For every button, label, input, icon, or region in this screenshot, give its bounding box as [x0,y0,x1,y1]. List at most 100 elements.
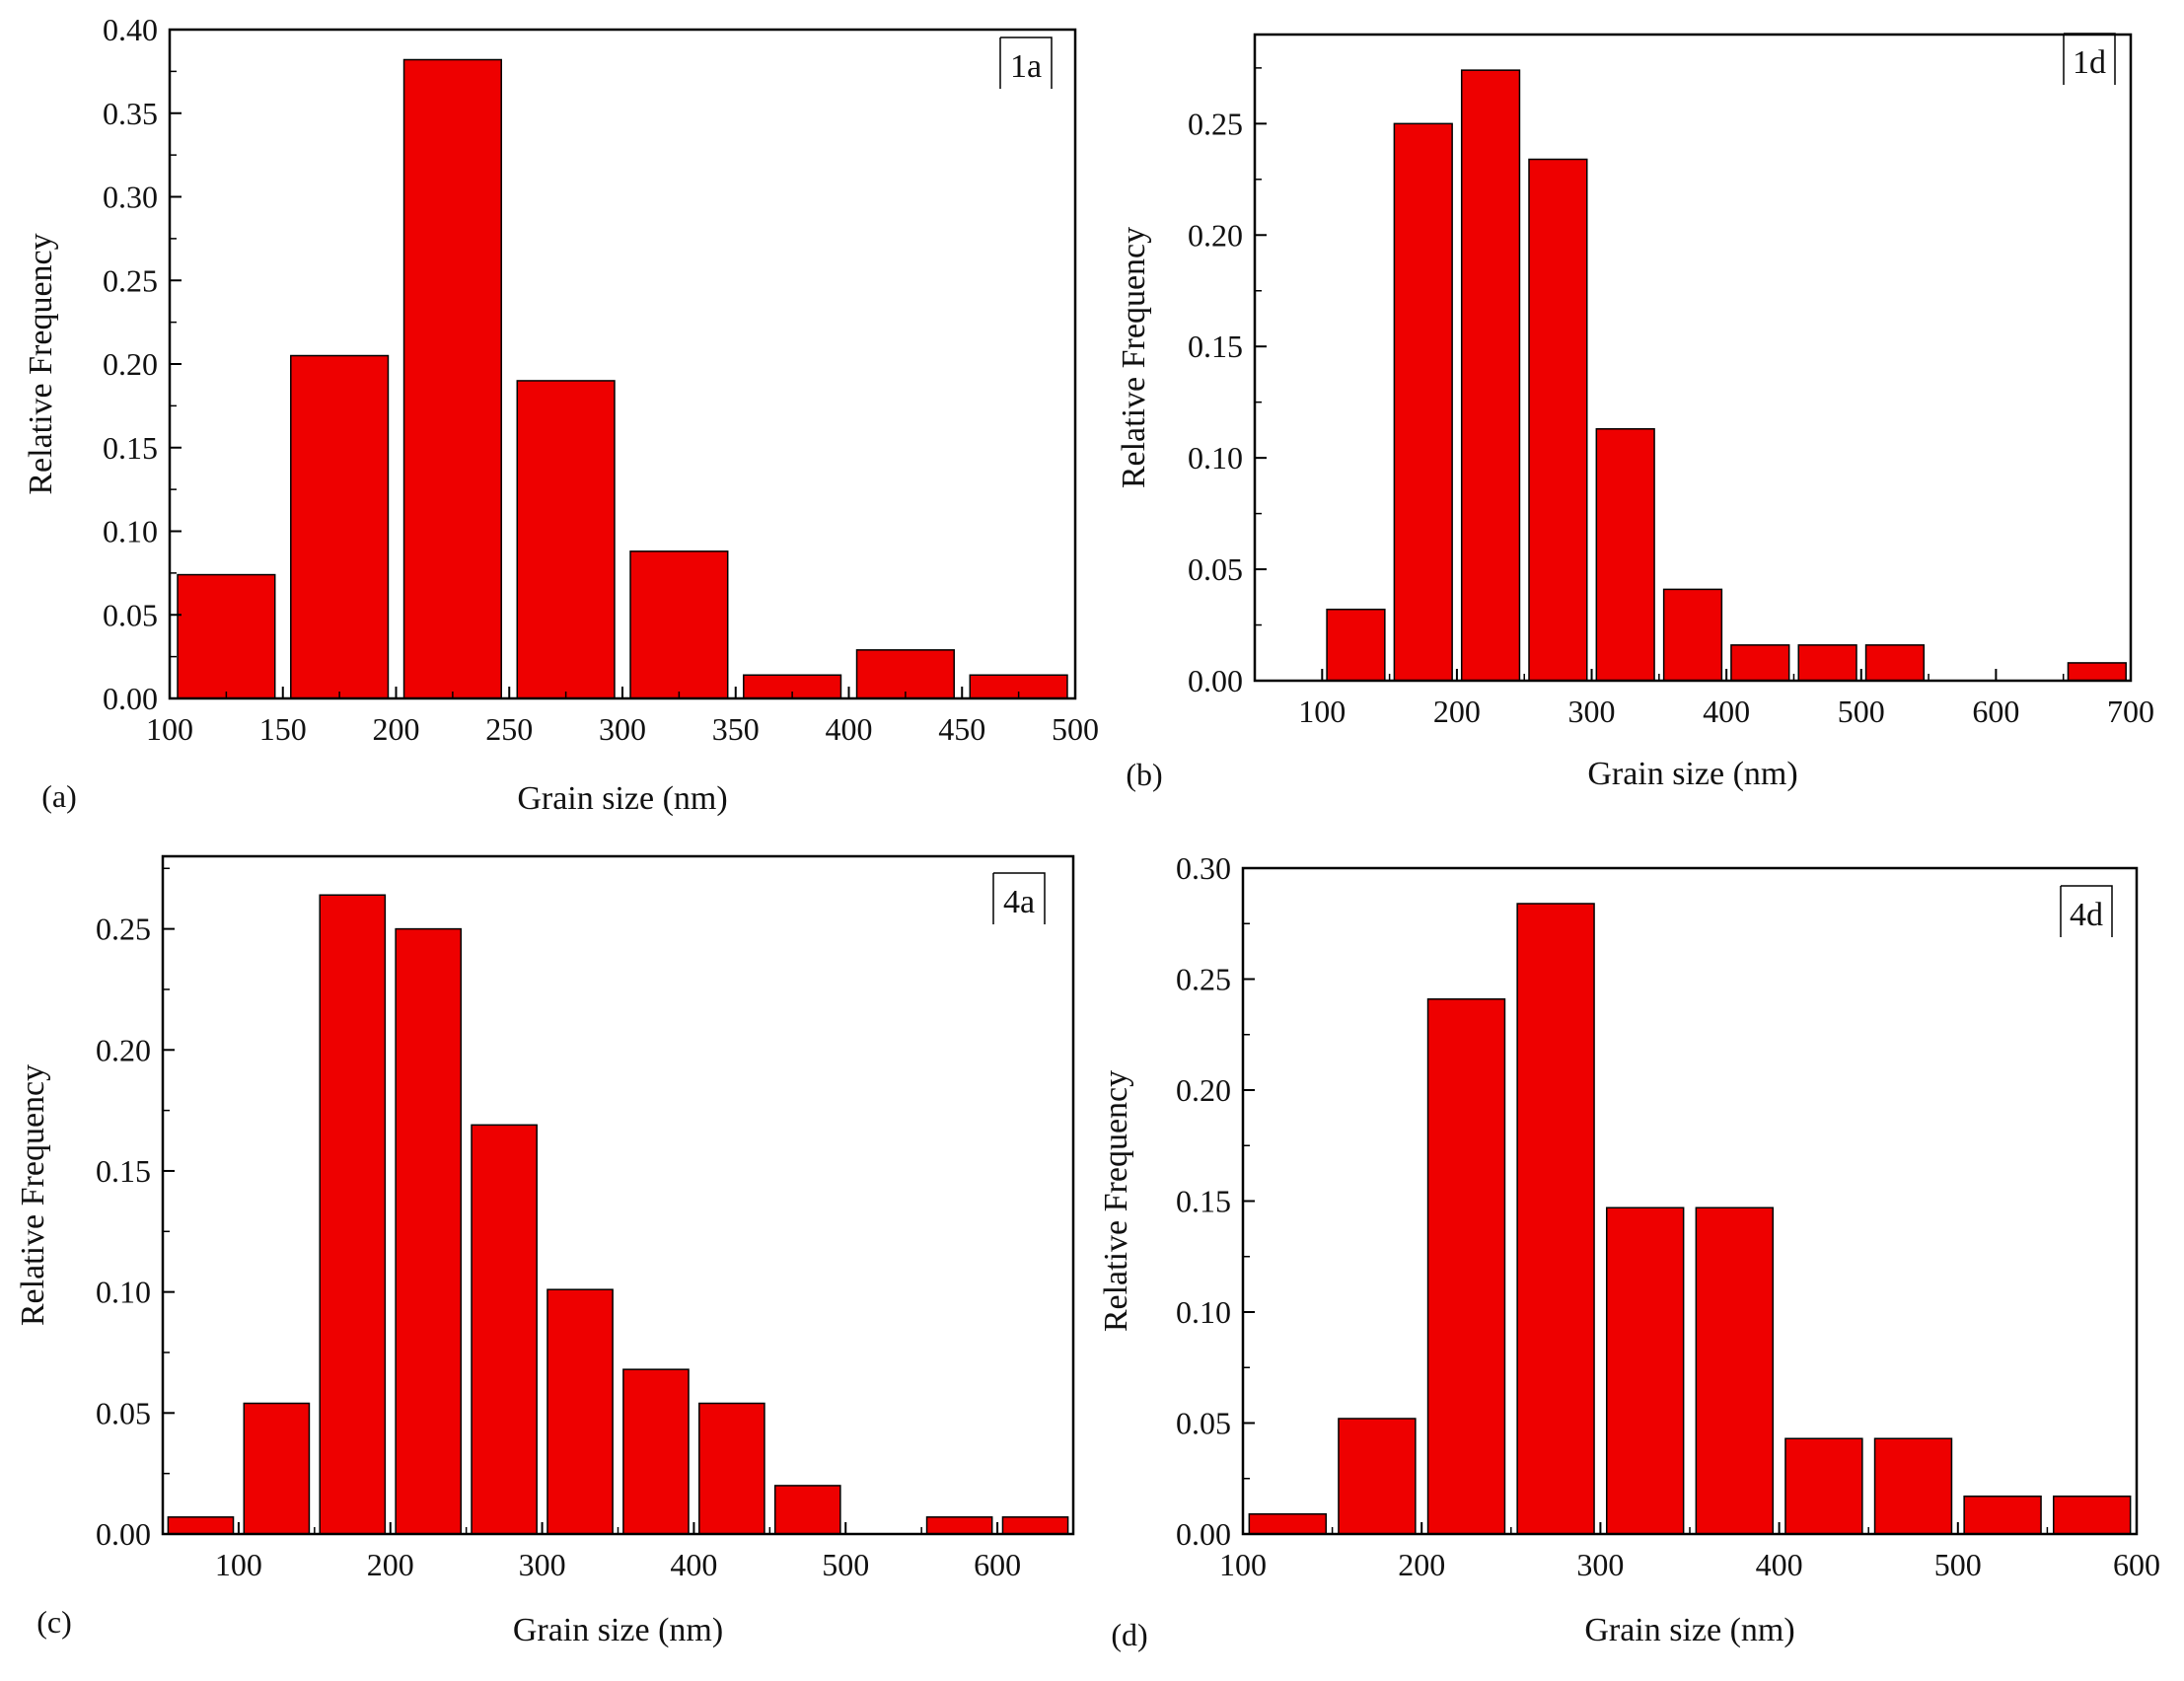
bar [471,1124,538,1535]
bar [1605,1206,1685,1535]
bar [773,1485,841,1535]
x-tick-label: 700 [2107,694,2154,729]
x-tick-label: 500 [1934,1547,1982,1582]
y-tick-label: 0.05 [1176,1406,1231,1441]
bar [243,1402,311,1535]
x-tick-label: 100 [146,711,193,747]
bar [402,58,502,699]
bar [1730,644,1790,682]
y-tick-label: 0.15 [1176,1184,1231,1219]
bar [546,1288,614,1535]
x-tick-label: 400 [826,711,873,747]
chart-panel-4: 100 200 300 400 500 600 0.00 0.05 0.10 0.15 0.20 0.… [1098,850,2160,1652]
plot-frame [1253,33,2133,683]
y-tick-label: 0.00 [1188,663,1243,698]
y-tick-label: 0.00 [1176,1516,1231,1552]
x-tick-label: 200 [1433,694,1481,729]
bar [1460,69,1521,682]
bar [629,550,729,699]
y-axis-title: Relative Frequency [15,1064,51,1326]
x-tick-label: 100 [1219,1547,1267,1582]
sample-tag: 1d [2073,44,2106,81]
panel-label: (d) [1111,1617,1147,1652]
y-axis-title: Relative Frequency [1116,227,1152,488]
x-tick-label: 300 [599,711,646,747]
x-tick-label: 600 [974,1547,1021,1582]
y-tick-label: 0.40 [103,12,158,47]
sample-tag: 1a [1010,48,1042,85]
sample-tag: 4a [1003,884,1035,920]
sample-tag: 4d [2070,897,2103,933]
bar [1393,122,1453,682]
bar [1662,588,1723,682]
bar [1963,1496,2042,1535]
bar [925,1516,993,1535]
y-axis-title: Relative Frequency [1098,1070,1134,1332]
bar [2067,662,2127,682]
y-tick-label: 0.25 [1176,962,1231,997]
bar [395,927,463,1535]
chart-panel-2: 100 200 300 400 500 600 700 0.00 0.05 0.10 0.15 0.2… [1116,33,2154,792]
y-tick-label: 0.05 [96,1395,151,1430]
x-tick-label: 400 [1703,694,1750,729]
panel-label: (c) [36,1604,72,1640]
bar [1001,1516,1069,1535]
bar [1516,903,1595,1535]
y-tick-label: 0.15 [103,430,158,466]
bar [319,894,387,1535]
y-tick-label: 0.25 [103,262,158,298]
x-tick-label: 100 [215,1547,262,1582]
y-tick-label: 0.00 [96,1516,151,1552]
x-tick-label: 150 [259,711,307,747]
x-tick-label: 300 [519,1547,566,1582]
panel-label: (b) [1126,757,1162,792]
x-axis-title: Grain size (nm) [517,780,727,817]
x-tick-label: 300 [1576,1547,1624,1582]
x-tick-label: 400 [1756,1547,1803,1582]
y-tick-label: 0.25 [96,912,151,947]
x-tick-label: 200 [373,711,420,747]
bar [1695,1206,1775,1535]
bar [1595,428,1655,682]
y-tick-label: 0.30 [1176,850,1231,886]
x-tick-label: 450 [938,711,985,747]
x-tick-label: 100 [1298,694,1346,729]
bar [2052,1496,2132,1535]
x-tick-label: 500 [1052,711,1099,747]
bar [1338,1418,1417,1535]
y-tick-label: 0.20 [103,346,158,382]
y-tick-label: 0.15 [1188,329,1243,364]
x-tick-label: 350 [712,711,760,747]
bar [1426,998,1506,1535]
y-tick-label: 0.00 [103,681,158,716]
x-tick-label: 250 [485,711,533,747]
x-axis-title: Grain size (nm) [1584,1612,1794,1648]
bar [516,380,616,699]
y-tick-label: 0.20 [1176,1072,1231,1108]
bar [177,573,276,699]
y-tick-label: 0.05 [1188,551,1243,587]
bar [698,1402,765,1535]
sample-tag-box [999,37,1053,89]
x-tick-label: 400 [670,1547,717,1582]
bar [1797,644,1857,682]
y-tick-label: 0.30 [103,180,158,215]
y-tick-label: 0.10 [103,514,158,549]
y-tick-label: 0.10 [96,1275,151,1310]
x-tick-label: 200 [367,1547,414,1582]
y-axis-title: Relative Frequency [23,233,59,494]
y-tick-label: 0.25 [1188,106,1243,141]
x-tick-label: 600 [2113,1547,2160,1582]
bar [290,354,390,699]
bar [1864,644,1926,682]
y-tick-label: 0.15 [96,1153,151,1189]
x-tick-label: 500 [822,1547,869,1582]
bar [1248,1513,1328,1535]
sample-tag-box [992,872,1046,924]
x-tick-label: 500 [1838,694,1885,729]
bar [855,649,955,699]
sample-tag-box [2060,885,2113,937]
sample-tag-box [2063,33,2116,85]
chart-panel-3: 100 200 300 400 500 600 0.00 0.05 0.10 0.15 0.20 0.… [15,854,1075,1648]
panel-label: (a) [41,778,77,814]
